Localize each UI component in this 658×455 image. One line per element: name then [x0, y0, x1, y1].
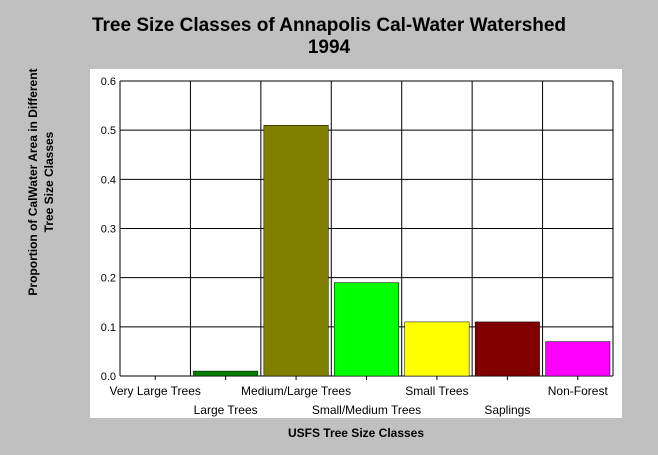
- y-tick-label: 0.3: [101, 224, 116, 236]
- chart-title: Tree Size Classes of Annapolis Cal-Water…: [91, 15, 567, 36]
- bar: [474, 321, 540, 377]
- bar: [404, 321, 470, 377]
- x-tick-label: Non-Forest: [548, 384, 609, 398]
- y-tick-label: 0.0: [101, 371, 116, 383]
- bar: [545, 341, 611, 377]
- y-tick-label: 0.4: [101, 174, 116, 186]
- bar: [263, 125, 329, 377]
- y-tick-label: 0.1: [101, 322, 116, 334]
- x-tick-label: Small Trees: [405, 384, 468, 398]
- x-tick-label: Saplings: [484, 403, 530, 417]
- x-tick-label: Large Trees: [194, 403, 258, 417]
- bar: [193, 370, 259, 377]
- y-tick-label: 0.2: [101, 273, 116, 285]
- x-axis-title: USFS Tree Size Classes: [287, 426, 425, 440]
- x-tick-label: Very Large Trees: [110, 384, 201, 398]
- x-tick-label: Medium/Large Trees: [241, 384, 351, 398]
- bar: [334, 282, 399, 377]
- chart-subtitle: 1994: [307, 37, 351, 58]
- x-tick-label: Small/Medium Trees: [312, 403, 421, 417]
- y-tick-label: 0.6: [101, 76, 116, 88]
- y-tick-label: 0.5: [101, 125, 116, 137]
